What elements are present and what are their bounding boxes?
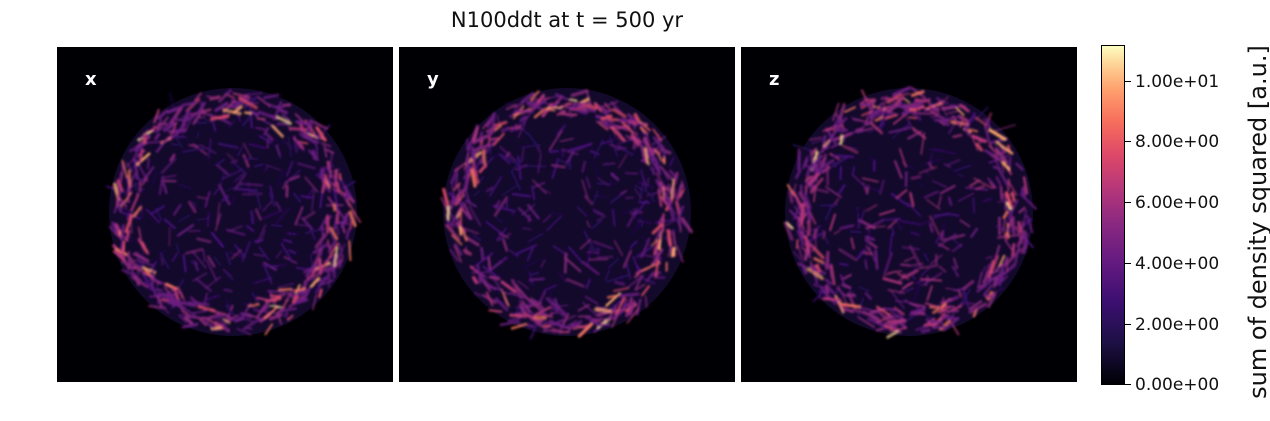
colorbar-tick-label: 8.00e+00	[1135, 132, 1220, 152]
heatmap-y	[440, 88, 693, 340]
colorbar-tick-label: 4.00e+00	[1135, 254, 1220, 274]
shell-filaments	[105, 88, 362, 336]
colorbar-label: sum of density squared [a.u.]	[1244, 45, 1270, 399]
colorbar-tick-label: 6.00e+00	[1135, 193, 1220, 213]
heatmap-x	[105, 88, 362, 336]
colorbar-tick-label: 1.00e+01	[1135, 72, 1220, 92]
shell-disk	[443, 88, 691, 336]
heatmap-z	[783, 86, 1037, 339]
projection-panel-x: x	[57, 47, 393, 382]
colorbar-tick	[1125, 263, 1131, 264]
projection-panel-y: y	[399, 47, 735, 382]
shell-filaments	[783, 86, 1037, 339]
projection-panel-z: z	[741, 47, 1077, 382]
colorbar-tick	[1125, 324, 1131, 325]
colorbar-tick-label: 0.00e+00	[1135, 375, 1220, 395]
colorbar-tick	[1125, 81, 1131, 82]
colorbar-tick	[1125, 202, 1131, 203]
colorbar-tick	[1125, 384, 1131, 385]
colorbar-tick-label: 2.00e+00	[1135, 315, 1220, 335]
shell-filaments	[440, 89, 693, 340]
panel-label-y: y	[427, 69, 439, 90]
chart-title: N100ddt at t = 500 yr	[450, 8, 684, 32]
colorbar	[1101, 45, 1125, 385]
panel-label-z: z	[769, 69, 780, 90]
colorbar-tick	[1125, 141, 1131, 142]
shell-disk	[785, 88, 1033, 336]
panel-label-x: x	[85, 69, 97, 90]
